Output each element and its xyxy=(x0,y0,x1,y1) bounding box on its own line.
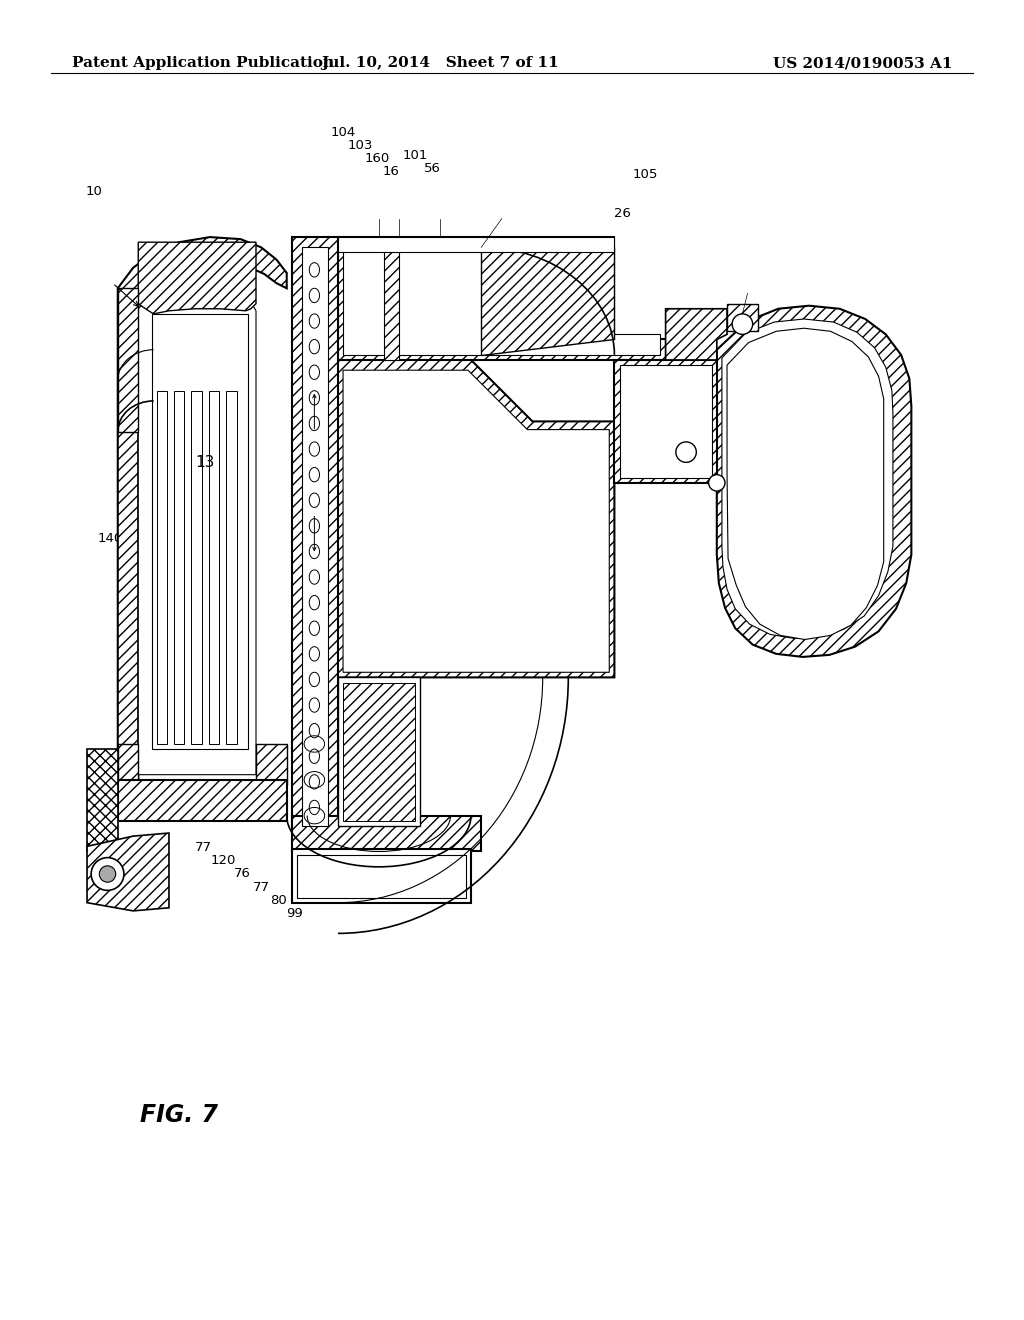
Text: 14: 14 xyxy=(123,502,139,515)
Text: 98: 98 xyxy=(306,884,323,898)
Text: 87: 87 xyxy=(422,554,438,568)
Text: 81: 81 xyxy=(350,799,367,812)
Text: 80: 80 xyxy=(270,894,287,907)
Polygon shape xyxy=(138,242,256,314)
Polygon shape xyxy=(620,366,712,478)
Polygon shape xyxy=(343,682,415,821)
Text: 101: 101 xyxy=(403,149,428,162)
Polygon shape xyxy=(343,247,660,355)
Polygon shape xyxy=(256,744,287,785)
Polygon shape xyxy=(338,360,614,677)
Text: 19: 19 xyxy=(545,453,561,466)
Polygon shape xyxy=(118,288,138,432)
Polygon shape xyxy=(338,238,614,252)
Text: FIG. 7: FIG. 7 xyxy=(140,1104,218,1127)
Text: 74: 74 xyxy=(340,772,356,785)
Text: 77: 77 xyxy=(196,841,212,854)
Polygon shape xyxy=(722,319,893,639)
Polygon shape xyxy=(384,238,399,360)
Text: 13: 13 xyxy=(227,271,244,284)
Polygon shape xyxy=(302,247,328,826)
Polygon shape xyxy=(118,744,138,785)
Text: 100: 100 xyxy=(487,458,512,471)
Text: 62: 62 xyxy=(407,570,423,583)
Text: 166: 166 xyxy=(124,426,148,440)
Circle shape xyxy=(676,442,696,462)
Polygon shape xyxy=(209,391,219,744)
Text: 73: 73 xyxy=(360,845,377,858)
Polygon shape xyxy=(118,780,287,821)
Text: 70: 70 xyxy=(437,537,454,550)
Text: 160: 160 xyxy=(365,152,389,165)
Polygon shape xyxy=(338,238,666,360)
Text: 105: 105 xyxy=(633,168,657,181)
Polygon shape xyxy=(666,309,727,360)
Polygon shape xyxy=(138,286,256,775)
Polygon shape xyxy=(87,748,118,851)
Polygon shape xyxy=(157,391,167,744)
Text: 26: 26 xyxy=(614,207,631,220)
Polygon shape xyxy=(297,854,466,898)
Text: 180: 180 xyxy=(467,469,492,482)
Text: 71: 71 xyxy=(391,587,408,601)
Text: 12: 12 xyxy=(468,550,484,564)
Text: 56: 56 xyxy=(424,162,440,176)
Polygon shape xyxy=(174,391,184,744)
Text: 76: 76 xyxy=(234,867,251,880)
Polygon shape xyxy=(292,816,481,851)
Text: 77: 77 xyxy=(253,880,269,894)
Polygon shape xyxy=(727,304,758,331)
Text: US 2014/0190053 A1: US 2014/0190053 A1 xyxy=(773,57,952,70)
Text: 103: 103 xyxy=(348,139,373,152)
Polygon shape xyxy=(292,850,471,903)
Polygon shape xyxy=(292,238,338,832)
Polygon shape xyxy=(87,833,169,911)
Text: 108: 108 xyxy=(382,709,407,722)
Text: 10: 10 xyxy=(86,185,102,198)
Text: 140: 140 xyxy=(98,532,123,545)
Text: Jul. 10, 2014   Sheet 7 of 11: Jul. 10, 2014 Sheet 7 of 11 xyxy=(322,57,559,70)
Text: 75: 75 xyxy=(325,871,341,884)
Polygon shape xyxy=(481,247,614,355)
Text: 16: 16 xyxy=(383,165,399,178)
Circle shape xyxy=(99,866,116,882)
Text: 121: 121 xyxy=(339,858,364,871)
Polygon shape xyxy=(338,677,420,826)
Polygon shape xyxy=(727,329,884,639)
Text: 107: 107 xyxy=(621,409,645,422)
Text: Patent Application Publication: Patent Application Publication xyxy=(72,57,334,70)
Polygon shape xyxy=(343,370,609,672)
Text: 96: 96 xyxy=(509,447,525,461)
Text: 13: 13 xyxy=(196,455,214,470)
Circle shape xyxy=(732,314,753,334)
Text: 120: 120 xyxy=(211,854,236,867)
Text: 25: 25 xyxy=(652,389,669,403)
Text: 104: 104 xyxy=(331,125,355,139)
Text: 93: 93 xyxy=(488,524,505,537)
Circle shape xyxy=(91,858,124,891)
Text: 72: 72 xyxy=(371,733,387,746)
Polygon shape xyxy=(226,391,237,744)
Text: 17: 17 xyxy=(376,607,392,620)
Polygon shape xyxy=(614,360,717,483)
Polygon shape xyxy=(152,314,248,748)
Text: 79: 79 xyxy=(145,458,162,471)
Polygon shape xyxy=(717,306,911,657)
Polygon shape xyxy=(191,391,202,744)
Polygon shape xyxy=(118,238,287,780)
Text: 102: 102 xyxy=(418,498,442,511)
Text: 99: 99 xyxy=(287,907,303,920)
Circle shape xyxy=(709,475,725,491)
Text: 86: 86 xyxy=(355,752,372,766)
